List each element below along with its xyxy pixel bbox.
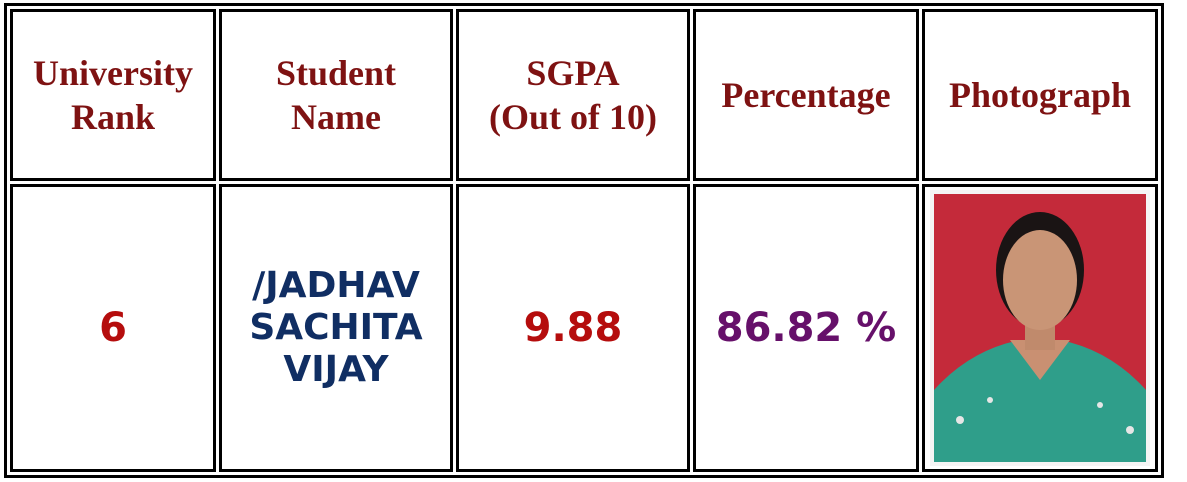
rank: 6 (13, 307, 213, 349)
header-cell: SGPA(Out of 10) (456, 9, 690, 181)
rank-cell: 6 (10, 184, 216, 472)
header-text: Name (222, 95, 450, 139)
header-text: Rank (13, 95, 213, 139)
photo-pattern (1097, 402, 1103, 408)
header-text: Photograph (925, 73, 1155, 117)
photograph (930, 190, 1150, 466)
percentage-cell: 86.82 % (693, 184, 919, 472)
sgpa-cell: 9.88 (456, 184, 690, 472)
sgpa: 9.88 (459, 307, 687, 349)
student-name: SACHITA (222, 307, 450, 349)
photo-cell (922, 184, 1158, 472)
header-text: (Out of 10) (459, 95, 687, 139)
header-text: Percentage (696, 73, 916, 117)
page: UniversityRank StudentName SGPA(Out of 1… (0, 0, 1187, 482)
student-name: /JADHAV (222, 265, 450, 307)
photo-pattern (1126, 426, 1134, 434)
header-text: Student (222, 51, 450, 95)
header-text: University (13, 51, 213, 95)
header-cell: Percentage (693, 9, 919, 181)
photo-pattern (987, 397, 993, 403)
photo-pattern (956, 416, 964, 424)
header-text: SGPA (459, 51, 687, 95)
photo-face (1003, 230, 1077, 330)
header-cell: Photograph (922, 9, 1158, 181)
student-name: VIJAY (222, 349, 450, 391)
percentage: 86.82 % (696, 307, 916, 349)
